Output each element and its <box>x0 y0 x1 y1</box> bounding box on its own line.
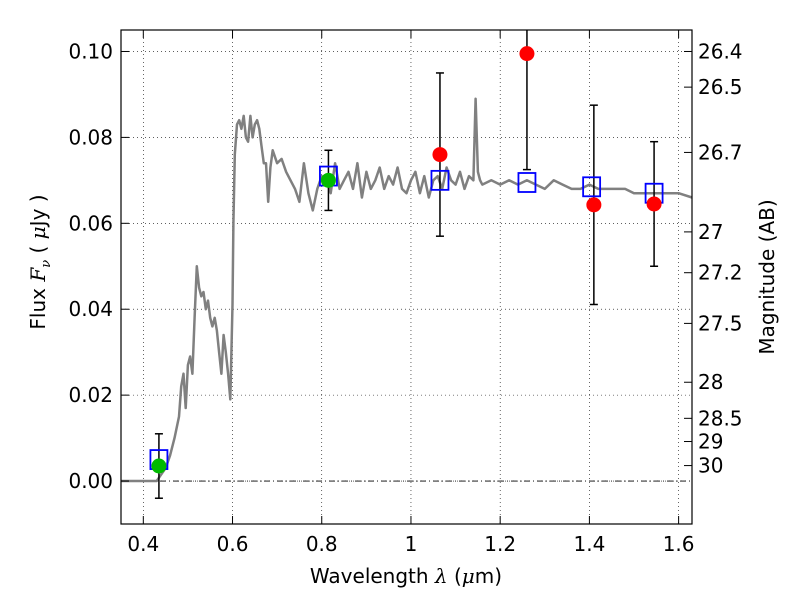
y-tick-label: 0.10 <box>68 39 113 63</box>
y-tick-label: 0.04 <box>68 297 113 321</box>
y-tick-label: 0.08 <box>68 125 113 149</box>
x-tick-label: 1.4 <box>573 532 605 556</box>
x-ticks: 0.4 0.6 0.8 1 1.2 1.4 1.6 <box>127 30 695 556</box>
observed-point <box>519 46 535 62</box>
observed-point <box>320 172 336 188</box>
y-axis-label: Flux Fν ( μJy ) <box>26 194 54 329</box>
y-ticks: 0.00 0.02 0.04 0.06 0.08 0.10 <box>68 39 129 493</box>
x-tick-label: 0.4 <box>127 532 159 556</box>
y-tick-label: 0.06 <box>68 211 113 235</box>
y-tick-label: 0.00 <box>68 469 113 493</box>
right-tick-label: 28.5 <box>698 406 743 430</box>
model-photometry-square <box>582 176 602 198</box>
plot-frame <box>120 29 693 525</box>
right-tick-label: 29 <box>698 430 723 454</box>
right-tick-label: 26.5 <box>698 75 743 99</box>
right-tick-label: 26.4 <box>698 39 743 63</box>
model-photometry-square <box>430 169 450 191</box>
right-tick-label: 27.5 <box>698 311 743 335</box>
observed-point <box>646 196 662 212</box>
observed-points <box>151 46 662 474</box>
right-tick-label: 27.2 <box>698 261 743 285</box>
y-tick-label: 0.02 <box>68 383 113 407</box>
x-tick-label: 1.6 <box>663 532 695 556</box>
x-tick-label: 0.6 <box>217 532 249 556</box>
right-tick-label: 26.7 <box>698 140 743 164</box>
x-axis-label: Wavelength λ (μm) <box>310 564 502 588</box>
x-tick-label: 1.2 <box>484 532 516 556</box>
right-tick-label: 28 <box>698 370 723 394</box>
x-tick-label: 1 <box>405 532 418 556</box>
observed-point <box>151 458 167 474</box>
model-photometry-square <box>517 172 537 193</box>
right-tick-label: 30 <box>698 454 723 478</box>
observed-point <box>432 147 448 163</box>
right-axis-label: Magnitude (AB) <box>755 199 779 354</box>
model-photometry-squares <box>149 165 664 470</box>
observed-point <box>586 197 602 213</box>
right-tick-label: 27 <box>698 220 723 244</box>
x-tick-label: 0.8 <box>306 532 338 556</box>
